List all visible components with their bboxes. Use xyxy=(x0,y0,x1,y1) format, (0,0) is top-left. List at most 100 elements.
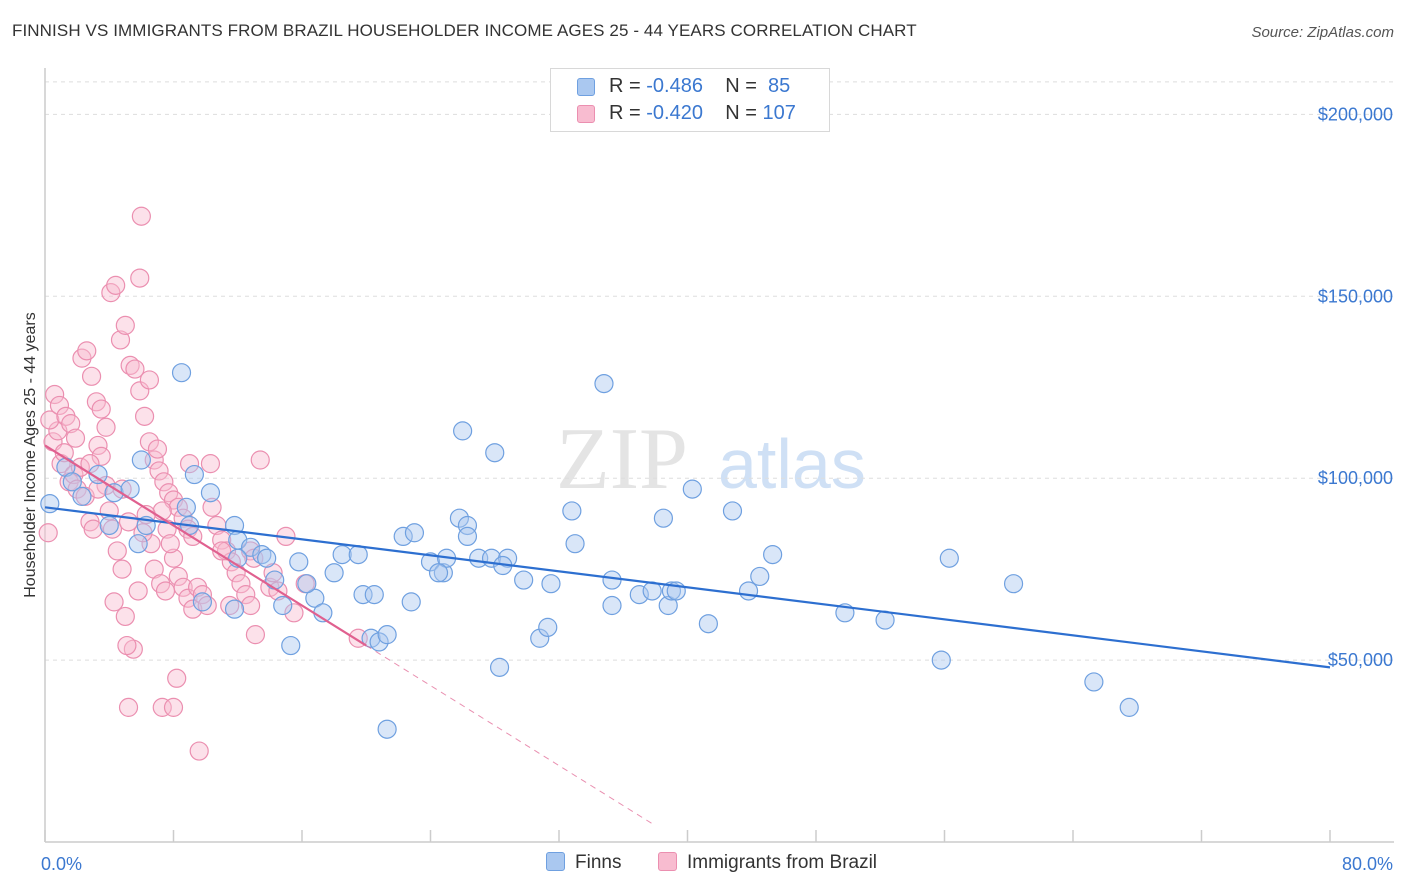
brazil-point xyxy=(160,534,180,554)
finns-point xyxy=(530,628,550,648)
finns-point xyxy=(224,599,245,619)
finns-point xyxy=(538,617,558,637)
finns-point xyxy=(939,548,959,568)
brazil-point xyxy=(241,595,261,616)
brazil-point xyxy=(236,585,256,605)
finns-point xyxy=(698,614,718,634)
x-tick-label: 0.0% xyxy=(41,854,82,874)
brazil-point xyxy=(77,341,97,361)
finns-point xyxy=(353,585,373,605)
finns-point xyxy=(297,574,317,594)
y-tick-label: $50,000 xyxy=(1328,650,1393,670)
finns-point xyxy=(485,443,505,463)
finns-point xyxy=(428,563,449,583)
brazil-point xyxy=(104,592,124,612)
finns-point xyxy=(541,574,561,594)
brazil-point xyxy=(163,697,184,717)
brazil-point xyxy=(152,697,172,717)
brazil-point xyxy=(65,428,86,448)
finns-point xyxy=(738,581,759,601)
axes xyxy=(44,68,1394,843)
brazil-point xyxy=(231,574,251,594)
watermark-zip: ZIP xyxy=(556,411,688,508)
brazil-point xyxy=(250,450,270,470)
bottom-legend-finns: Finns xyxy=(546,852,621,874)
finns-point xyxy=(72,486,92,506)
brazil-point xyxy=(168,497,188,517)
brazil-point xyxy=(88,435,108,456)
legend-r-value-brazil: -0.420 xyxy=(646,102,703,124)
finns-point xyxy=(192,592,213,612)
brazil-point xyxy=(117,635,137,656)
brazil-point xyxy=(96,417,116,437)
y-tick-label: $100,000 xyxy=(1318,468,1393,488)
finns-point xyxy=(457,526,478,547)
stats-legend: R = -0.486 N = 85 R = -0.420 N = 107 xyxy=(550,68,830,132)
finns-point xyxy=(1119,697,1139,717)
finns-swatch xyxy=(577,78,595,96)
finns-point xyxy=(88,464,108,485)
finns-point xyxy=(562,501,582,521)
brazil-point xyxy=(107,541,127,561)
brazil-point xyxy=(183,599,203,619)
finns-point xyxy=(401,592,421,612)
legend-r-label-brazil: R = xyxy=(609,102,641,124)
legend-r-value-finns: -0.486 xyxy=(646,75,703,97)
finns-point xyxy=(420,552,441,572)
brazil-point xyxy=(163,548,184,568)
y-tick-label: $150,000 xyxy=(1318,286,1393,306)
brazil-point xyxy=(134,406,155,426)
tick-labels: $50,000 $100,000 $150,000 $200,000 0.0% 80.0% xyxy=(41,104,1393,874)
finns-point xyxy=(750,566,770,587)
brazil-point xyxy=(178,588,198,608)
finns-point xyxy=(453,421,473,441)
finns-point xyxy=(369,632,389,652)
chart-title: FINNISH VS IMMIGRANTS FROM BRAZIL HOUSEH… xyxy=(12,21,917,40)
brazil-point xyxy=(212,530,232,550)
brazil-point xyxy=(40,410,60,430)
brazil-point xyxy=(118,697,139,717)
bottom-legend-brazil: Immigrants from Brazil xyxy=(658,852,877,874)
finns-legend-swatch xyxy=(546,852,565,871)
finns-point xyxy=(931,650,951,670)
finns-point xyxy=(241,537,261,557)
finns-point xyxy=(128,534,148,554)
finns-point xyxy=(40,494,60,514)
finns-point xyxy=(722,501,743,521)
brazil-trend-line xyxy=(44,444,367,647)
brazil-point xyxy=(45,384,65,405)
finns-point xyxy=(404,523,425,543)
brazil-point xyxy=(123,639,143,659)
brazil-point xyxy=(115,606,135,627)
brazil-point xyxy=(49,395,70,416)
finns-point xyxy=(289,552,309,572)
brazil-point xyxy=(130,381,150,401)
finns-point xyxy=(176,497,196,517)
finns-point xyxy=(200,483,221,503)
finns-point xyxy=(99,515,119,536)
finns-point xyxy=(565,534,585,554)
finns-legend-label: Finns xyxy=(575,852,622,873)
y-tick-label: $200,000 xyxy=(1318,104,1393,124)
brazil-point xyxy=(130,268,150,288)
finns-point xyxy=(457,515,478,536)
brazil-point xyxy=(155,581,176,601)
brazil-point xyxy=(118,512,139,532)
finns-point xyxy=(433,563,453,583)
brazil-point xyxy=(200,454,221,474)
legend-r-label-finns: R = xyxy=(609,75,641,97)
finns-point xyxy=(658,595,678,616)
brazil-point xyxy=(61,414,81,434)
finns-point xyxy=(514,570,534,590)
brazil-trend-extension xyxy=(365,645,656,827)
finns-point xyxy=(602,595,622,616)
y-axis-label: Householder Income Ages 25 - 44 years xyxy=(22,312,39,598)
finns-point xyxy=(257,548,277,568)
finns-point xyxy=(265,570,285,590)
brazil-points xyxy=(38,206,368,761)
finns-point xyxy=(348,544,368,565)
finns-point xyxy=(324,563,344,583)
brazil-point xyxy=(131,206,151,226)
brazil-point xyxy=(179,454,200,474)
